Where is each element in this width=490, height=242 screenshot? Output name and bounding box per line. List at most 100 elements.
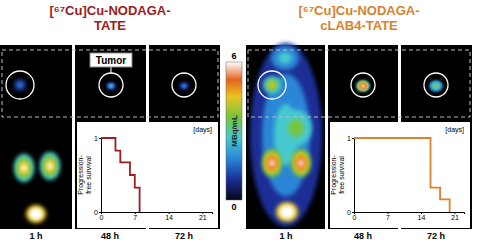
activity-blob (280, 110, 312, 146)
activity-blob (22, 165, 27, 172)
tick: 14 (165, 212, 173, 221)
activity-blob (358, 82, 369, 91)
tick-label: 0 (353, 214, 357, 221)
activity-blob (17, 158, 32, 179)
tick-label: 0 (347, 209, 351, 216)
inset-background (330, 122, 470, 228)
survival-curve (101, 138, 140, 212)
time-label: 1 h (29, 231, 42, 241)
activity-blob (43, 156, 58, 177)
tumor-circle (258, 71, 286, 99)
tick-label: 1 (347, 135, 351, 142)
activity-blob (431, 82, 440, 90)
colorbar-tick-label: 0 (231, 202, 236, 212)
activity-blob (266, 79, 278, 91)
time-label: 48 h (354, 231, 372, 241)
activity-blob (265, 153, 280, 174)
tick: 14 (418, 212, 426, 221)
axis-line (102, 213, 213, 215)
tumor-label: Tumor (96, 55, 126, 66)
colorbar: 0 6 MBq/mL (226, 51, 242, 212)
axis-line (99, 139, 102, 213)
activity-blob (17, 82, 23, 88)
panel-title: [⁶⁷Cu]Cu-NODAGA- (298, 3, 419, 18)
panel-title: cLAB4-TATE (320, 18, 398, 33)
tick: 21 (451, 212, 459, 221)
tick-label: 1 (94, 135, 98, 142)
time-label: 48 h (101, 231, 119, 241)
colorbar-gradient (226, 62, 242, 200)
panel-title: [⁶⁷Cu]Cu-NODAGA- (49, 3, 170, 18)
colorbar-label: MBq/mL (230, 115, 239, 147)
axis-line (355, 213, 465, 215)
tick-label: 0 (100, 214, 104, 221)
y-axis-label: Progression- (77, 154, 85, 194)
x-axis-label: [days] (193, 126, 212, 134)
activity-blob (14, 154, 34, 182)
panel-title: TATE (94, 18, 126, 33)
tumor-label-box (90, 53, 132, 67)
activity-blob (280, 205, 295, 218)
tick-mark (352, 212, 354, 213)
tick: 0 (94, 209, 101, 216)
activity-blob (106, 82, 116, 90)
tick-mark (99, 212, 101, 213)
y-axis-label: Progression- (330, 154, 338, 194)
time-label: 72 h (427, 231, 445, 241)
tick-label: 0 (94, 209, 98, 216)
tick-label: 7 (386, 214, 390, 221)
activity-blob (276, 202, 298, 222)
plot-area (354, 138, 450, 212)
tick-mark (352, 138, 354, 139)
figure: [⁶⁷Cu]Cu-NODAGA-TATETumor1 h48 h72 h0714… (0, 0, 490, 242)
activity-blob (267, 156, 277, 170)
activity-blob (29, 208, 42, 220)
activity-blob (288, 119, 304, 137)
tumor-circle (351, 73, 375, 97)
tick: 1 (94, 135, 101, 142)
panel: [⁶⁷Cu]Cu-NODAGA-cLAB4-TATE 1 h 48 h 72 h 0 7 1… (246, 3, 472, 241)
tumor-circle (6, 71, 34, 99)
survival-curve (354, 138, 450, 212)
activity-blob (296, 156, 306, 170)
activity-blob (291, 149, 311, 177)
tick-label: 14 (165, 214, 173, 221)
panel: [⁶⁷Cu]Cu-NODAGA-TATETumor1 h48 h72 h0714… (0, 3, 220, 241)
y-axis-label: free survival (85, 156, 92, 194)
activity-blob (19, 161, 29, 175)
tick-label: 21 (451, 214, 459, 221)
activity-blob (182, 84, 187, 88)
activity-blob (294, 153, 309, 174)
tumor-circle (172, 73, 196, 97)
tick-mark (99, 138, 101, 139)
x-axis-label: [days] (445, 126, 464, 134)
activity-blob (270, 160, 275, 167)
tick-label: 7 (133, 214, 137, 221)
x-axis: 0 7 14 21 (100, 212, 213, 221)
activity-blob (179, 82, 189, 90)
tick: 1 (347, 135, 354, 142)
activity-blob (109, 85, 112, 88)
activity-blob (269, 82, 275, 88)
activity-blob (360, 83, 367, 89)
activity-blob (356, 80, 370, 92)
dashed-box (248, 50, 470, 117)
tick: 21 (199, 212, 207, 221)
tick: 7 (133, 212, 137, 221)
time-label: 1 h (279, 231, 292, 241)
activity-blob (434, 84, 439, 88)
activity-blob (278, 52, 292, 64)
activity-blob (429, 80, 443, 92)
activity-blob (299, 160, 304, 167)
axis-line (352, 139, 355, 213)
activity-blob (45, 159, 55, 173)
activity-blob (48, 163, 53, 170)
x-axis: 0 7 14 21 (353, 212, 465, 221)
tick: 0 (353, 212, 357, 221)
activity-blob (26, 205, 46, 223)
colorbar-tick-label: 6 (231, 51, 236, 61)
activity-blob (283, 209, 290, 216)
activity-blob (33, 211, 40, 217)
inset-background (77, 122, 218, 228)
activity-blob (250, 43, 322, 227)
